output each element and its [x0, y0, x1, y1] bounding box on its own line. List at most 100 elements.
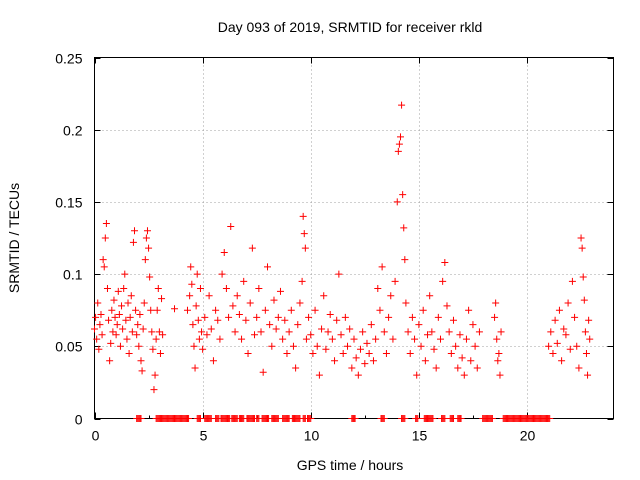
data-point	[110, 296, 118, 304]
data-point	[188, 280, 196, 288]
zero-data-point	[546, 415, 554, 422]
data-point	[235, 311, 243, 319]
data-point	[125, 350, 133, 358]
data-point	[344, 342, 352, 350]
data-point	[361, 360, 369, 368]
data-point	[471, 342, 479, 350]
data-point	[372, 335, 380, 343]
data-point	[190, 342, 198, 350]
data-point	[369, 357, 377, 365]
data-point	[352, 354, 360, 362]
data-point	[274, 313, 282, 321]
x-tick-label: 5	[200, 428, 208, 444]
x-tick-label: 15	[412, 428, 428, 444]
data-point	[437, 335, 444, 343]
data-point	[300, 230, 308, 238]
data-point	[105, 316, 113, 324]
data-point	[315, 371, 323, 379]
data-point	[434, 313, 442, 321]
data-point	[469, 321, 477, 329]
data-point	[141, 256, 149, 264]
data-point	[199, 345, 207, 353]
zero-data-point	[414, 415, 422, 422]
data-point	[91, 325, 98, 333]
data-point	[183, 306, 191, 314]
data-point	[283, 350, 291, 358]
data-point	[428, 328, 436, 336]
data-point	[562, 331, 570, 339]
data-point	[492, 299, 500, 307]
data-point	[426, 292, 434, 300]
data-point	[244, 350, 252, 358]
data-point	[421, 357, 429, 365]
data-point	[402, 299, 410, 307]
data-point	[127, 292, 135, 300]
data-point	[189, 321, 197, 329]
data-point	[292, 364, 300, 372]
data-point	[115, 311, 123, 319]
data-point	[394, 147, 402, 155]
data-point	[331, 357, 339, 365]
data-point	[281, 316, 289, 324]
data-point	[395, 140, 403, 148]
data-point	[216, 335, 224, 343]
grid	[94, 57, 614, 419]
data-point	[582, 350, 590, 358]
data-point	[270, 296, 278, 304]
data-point	[302, 335, 310, 343]
data-point	[473, 364, 481, 372]
data-point	[238, 335, 246, 343]
y-tick-label: 0.15	[55, 195, 82, 211]
data-point	[454, 364, 462, 372]
data-point	[475, 328, 483, 336]
data-point	[299, 212, 307, 220]
data-point	[376, 306, 384, 314]
data-point	[493, 335, 501, 343]
data-point	[322, 345, 330, 353]
data-point	[279, 335, 287, 343]
data-point	[333, 316, 341, 324]
data-point	[547, 328, 555, 336]
data-point	[374, 285, 382, 293]
data-point	[399, 191, 407, 199]
data-point	[307, 331, 315, 339]
data-point	[203, 331, 211, 339]
data-point	[350, 335, 358, 343]
data-point	[114, 287, 122, 295]
data-point	[259, 368, 267, 376]
data-point	[122, 316, 130, 324]
data-point	[102, 220, 110, 228]
data-point	[401, 256, 409, 264]
data-point	[268, 342, 276, 350]
data-point	[568, 277, 576, 285]
data-point	[496, 371, 504, 379]
data-point	[326, 311, 334, 319]
data-point	[555, 306, 563, 314]
data-point	[138, 367, 146, 375]
data-point	[417, 342, 425, 350]
data-point	[460, 371, 468, 379]
data-point	[449, 316, 457, 324]
data-point	[109, 328, 117, 336]
data-point	[103, 285, 111, 293]
data-point	[93, 335, 101, 343]
data-point	[367, 321, 375, 329]
data-point	[253, 313, 261, 321]
data-point	[305, 313, 313, 321]
data-point	[100, 263, 108, 271]
zero-data-point	[457, 415, 465, 422]
y-tick-label: 0.2	[63, 123, 83, 139]
data-point	[212, 306, 220, 314]
data-point	[341, 313, 349, 321]
data-point	[545, 342, 553, 350]
data-point	[318, 325, 326, 333]
data-point	[146, 273, 154, 281]
data-point	[142, 234, 150, 242]
data-point	[298, 277, 306, 285]
data-point	[126, 313, 134, 321]
data-point	[365, 350, 373, 358]
x-axis-label: GPS time / hours	[297, 457, 404, 473]
data-point	[94, 299, 102, 307]
data-point	[225, 313, 233, 321]
